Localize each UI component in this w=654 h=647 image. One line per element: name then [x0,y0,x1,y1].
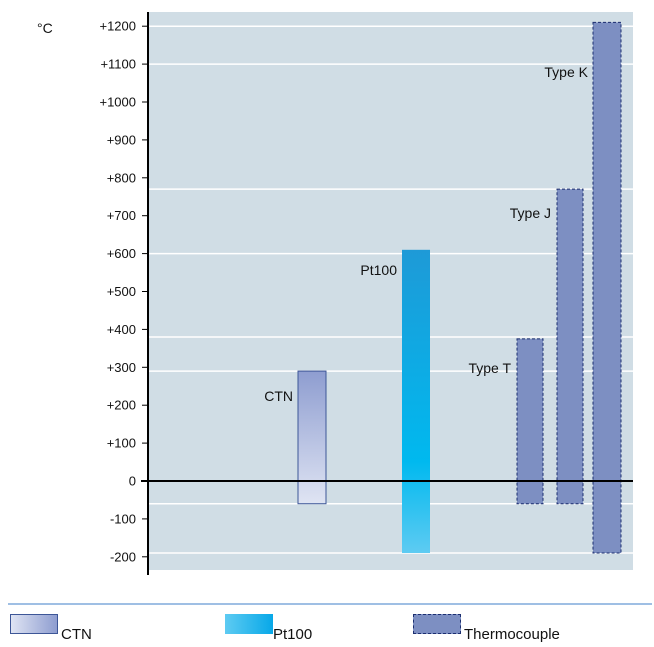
legend-divider [8,603,652,605]
y-tick-label: +1100 [100,57,136,72]
bar-ctn [297,370,327,505]
legend-swatch-thermocouple [413,614,461,634]
y-unit-label: °C [37,20,53,36]
bar-label-type-j: Type J [510,205,551,221]
y-tick-label: +600 [107,246,136,261]
y-tick-label: +700 [107,208,136,223]
y-tick-label: +500 [107,284,136,299]
legend-label-pt100: Pt100 [273,626,313,643]
bar-label-pt100: Pt100 [360,262,397,278]
y-tick-label: +1200 [99,19,136,34]
bar-label-type-t: Type T [468,360,511,376]
bar-type-t [516,338,544,505]
y-tick-labels: +1200+1100+1000+900+800+700+600+500+400+… [99,19,148,564]
legend-swatch-pt100 [225,614,273,634]
legend-label-ctn: CTN [61,626,92,643]
y-tick-label: +300 [107,360,136,375]
y-tick-label: +1000 [99,95,136,110]
plot-background [148,12,633,570]
bar-label-ctn: CTN [264,388,293,404]
bar-type-j [556,188,584,505]
bar-type-k [592,21,622,554]
y-tick-label: +800 [107,170,136,185]
temperature-range-chart: CTN Pt100 Type T Type J Type K +1200 +1100 +10… [37,12,633,575]
legend-label-thermocouple: Thermocouple [464,626,560,643]
y-tick-label: -200 [110,549,136,564]
gridlines [148,25,633,554]
bar-pt100 [402,249,430,554]
y-tick-label: +100 [107,436,136,451]
y-tick-label: +400 [107,322,136,337]
y-tick-label: +900 [107,132,136,147]
legend-swatch-ctn [10,614,58,634]
bar-label-type-k: Type K [544,64,588,80]
y-tick-label: +200 [107,398,136,413]
y-tick-label: -100 [110,511,136,526]
y-tick-label: 0 [129,474,136,489]
